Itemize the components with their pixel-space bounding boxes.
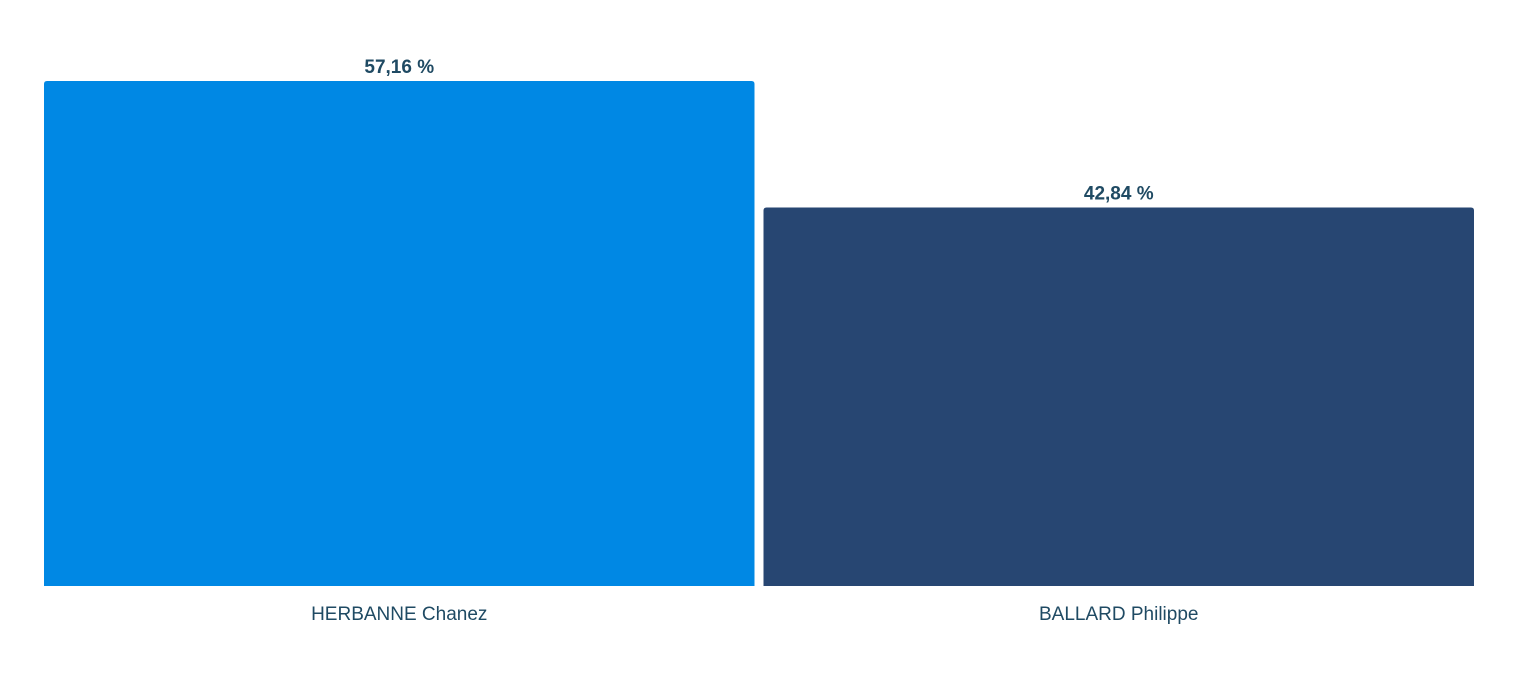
bar-value-label-1: 57,16 % <box>364 57 434 78</box>
bar-1 <box>44 81 755 586</box>
category-labels-layer: HERBANNE Chanez BALLARD Philippe <box>311 604 1198 625</box>
bar-2 <box>763 207 1474 586</box>
bars-layer <box>44 81 1474 586</box>
value-labels-layer: 57,16 % 42,84 % <box>364 57 1153 205</box>
bar-value-label-2: 42,84 % <box>1084 184 1154 205</box>
category-label-2: BALLARD Philippe <box>1039 604 1198 625</box>
category-label-1: HERBANNE Chanez <box>311 604 487 625</box>
